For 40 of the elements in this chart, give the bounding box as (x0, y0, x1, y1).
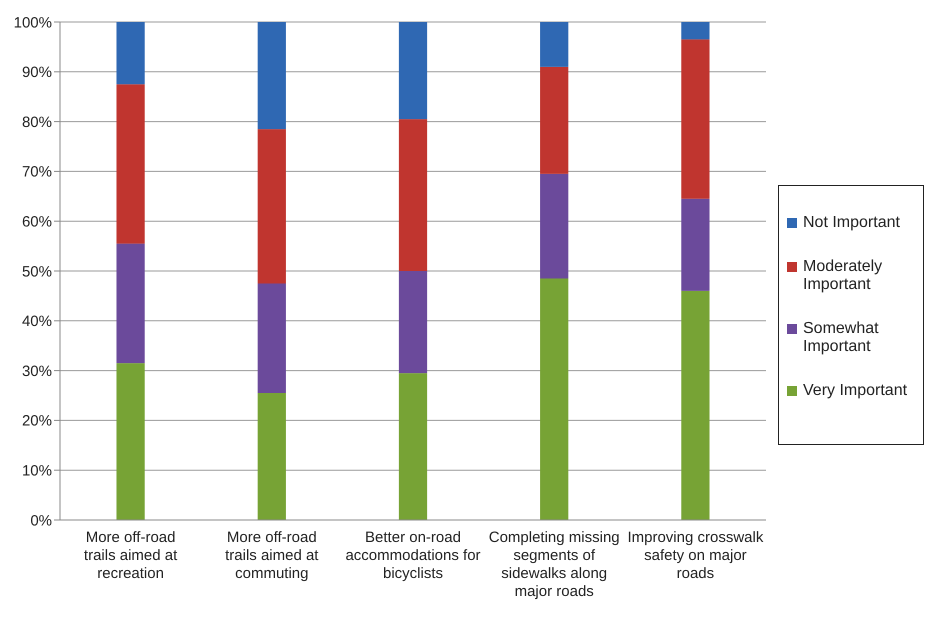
bar (540, 174, 568, 278)
y-tick-label: 90% (22, 64, 52, 82)
y-tick-label: 40% (22, 313, 52, 330)
y-tick-label: 100% (14, 14, 52, 32)
bar (681, 22, 710, 40)
y-tick-label: 60% (22, 214, 52, 231)
bar (398, 271, 428, 374)
y-tick-label: 80% (22, 114, 52, 131)
legend-label: Somewhat Important (803, 320, 880, 356)
y-tick-label: 50% (22, 263, 52, 280)
x-tick-label: More off-road trails aimed at recreation (84, 529, 178, 582)
bar (681, 290, 710, 520)
x-tick-label: Completing missing segments of sidewalks along major roads (488, 529, 620, 600)
bar (116, 244, 145, 364)
bar (258, 283, 286, 394)
y-tick-label: 30% (22, 362, 52, 380)
bar (116, 84, 145, 244)
bar (398, 22, 428, 120)
x-tick-label: Improving crosswalk safety on major roads (627, 529, 764, 582)
y-tick-label: 70% (22, 164, 52, 181)
bar (540, 66, 568, 174)
bar (540, 22, 568, 67)
y-tick-label: 0% (30, 512, 52, 530)
y-tick-label: 20% (22, 412, 52, 430)
bar (681, 198, 710, 291)
bar (258, 22, 286, 130)
bar (258, 393, 286, 520)
bar (681, 39, 710, 199)
bar (116, 363, 145, 520)
y-tick-label: 10% (22, 462, 52, 480)
bar (398, 119, 428, 271)
bar (116, 22, 145, 84)
bar (540, 278, 568, 520)
legend-label: Very Important (803, 382, 908, 400)
legend-label: Not Important (803, 214, 900, 232)
bar (398, 373, 428, 520)
bar (258, 129, 286, 284)
legend-label: Moderately Important (803, 258, 884, 294)
x-tick-label: Better on-road accommodations for bicyclists (345, 529, 481, 582)
x-tick-label: More off-road trails aimed at commuting (225, 529, 320, 582)
